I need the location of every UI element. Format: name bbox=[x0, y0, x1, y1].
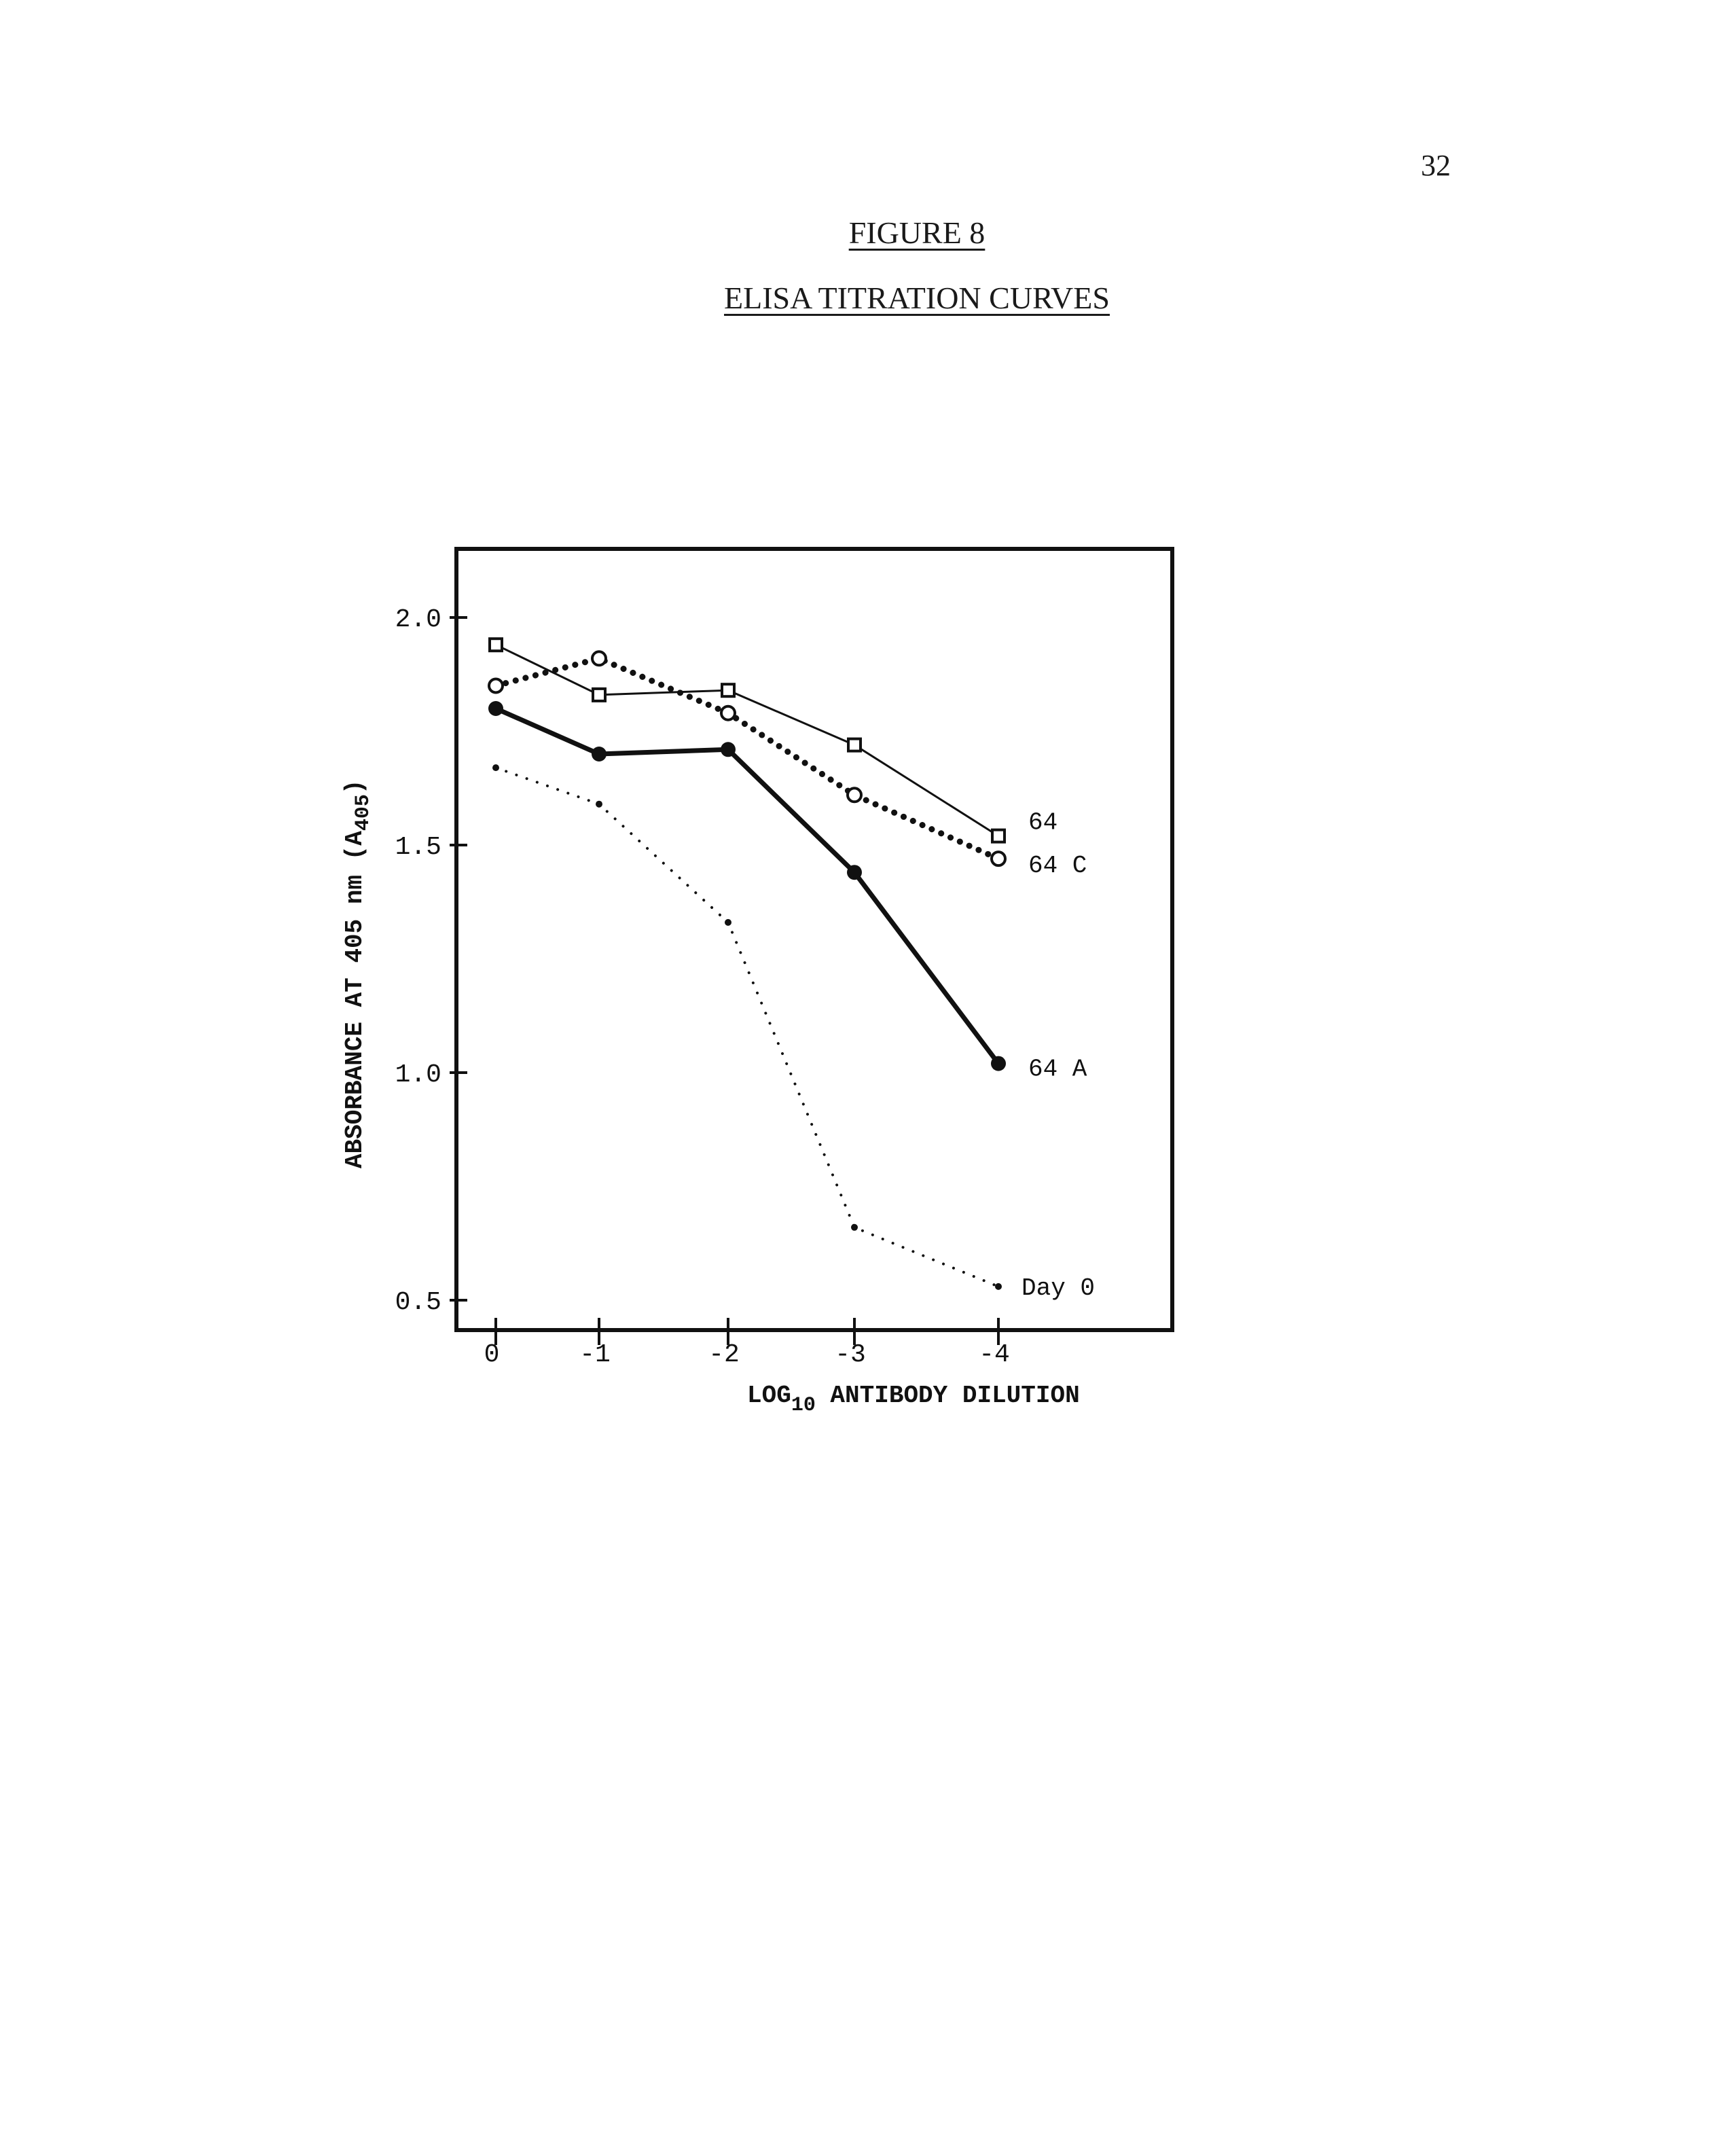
page-number: 32 bbox=[1421, 149, 1451, 182]
y-tick-label: 2.0 bbox=[395, 605, 441, 634]
y-tick-label: 0.5 bbox=[395, 1288, 441, 1317]
x-tick-label: -4 bbox=[979, 1340, 1010, 1369]
x-axis-label: LOG10 ANTIBODY DILUTION bbox=[747, 1382, 1080, 1417]
data-point-square bbox=[592, 687, 607, 702]
y-axis-label: ABSORBANCE AT 405 nm (A405) bbox=[341, 779, 375, 1168]
data-point-filled-circle bbox=[721, 742, 736, 757]
y-tick-label: 1.0 bbox=[395, 1060, 441, 1090]
data-point-open-circle bbox=[846, 787, 863, 804]
series-label: Day 0 bbox=[1021, 1274, 1095, 1302]
plot-frame bbox=[454, 547, 1174, 1332]
data-point-dot bbox=[492, 764, 499, 772]
x-tick-label: -1 bbox=[579, 1340, 611, 1369]
data-point-square bbox=[991, 828, 1006, 844]
data-point-filled-circle bbox=[592, 747, 607, 762]
x-tick-label: -3 bbox=[835, 1340, 866, 1369]
data-point-filled-circle bbox=[488, 701, 503, 716]
data-point-open-circle bbox=[720, 704, 736, 721]
series-line-64-c bbox=[492, 655, 1002, 862]
series-labels: 64 64 C 64 A Day 0 bbox=[1021, 809, 1095, 1302]
data-point-square bbox=[721, 683, 736, 698]
data-point-filled-circle bbox=[991, 1056, 1006, 1071]
data-point-square bbox=[488, 637, 503, 653]
axis-ticks: 2.0 1.5 1.0 0.5 0 -1 -2 -3 -4 bbox=[395, 605, 1010, 1369]
data-point-open-circle bbox=[591, 650, 607, 667]
figure-title: FIGURE 8 bbox=[848, 215, 985, 250]
data-point-dot bbox=[596, 800, 602, 808]
data-point-dot bbox=[995, 1283, 1002, 1290]
x-tick-label: 0 bbox=[484, 1340, 500, 1369]
series-label: 64 A bbox=[1028, 1056, 1087, 1083]
series-line-64-a bbox=[493, 706, 1001, 1067]
x-tick-label: -2 bbox=[708, 1340, 740, 1369]
series-lines bbox=[492, 643, 1002, 1288]
series-line-day-0 bbox=[494, 766, 1000, 1288]
figure-subtitle: ELISA TITRATION CURVES bbox=[724, 281, 1110, 315]
data-point-open-circle bbox=[990, 850, 1007, 867]
series-label: 64 C bbox=[1028, 852, 1087, 880]
data-point-square bbox=[847, 737, 862, 753]
series-label: 64 bbox=[1028, 809, 1057, 837]
series-markers bbox=[488, 637, 1007, 1290]
data-point-dot bbox=[725, 918, 731, 926]
data-point-open-circle bbox=[488, 677, 504, 694]
data-point-filled-circle bbox=[847, 865, 862, 880]
y-tick-label: 1.5 bbox=[395, 833, 441, 862]
data-point-dot bbox=[851, 1223, 858, 1231]
